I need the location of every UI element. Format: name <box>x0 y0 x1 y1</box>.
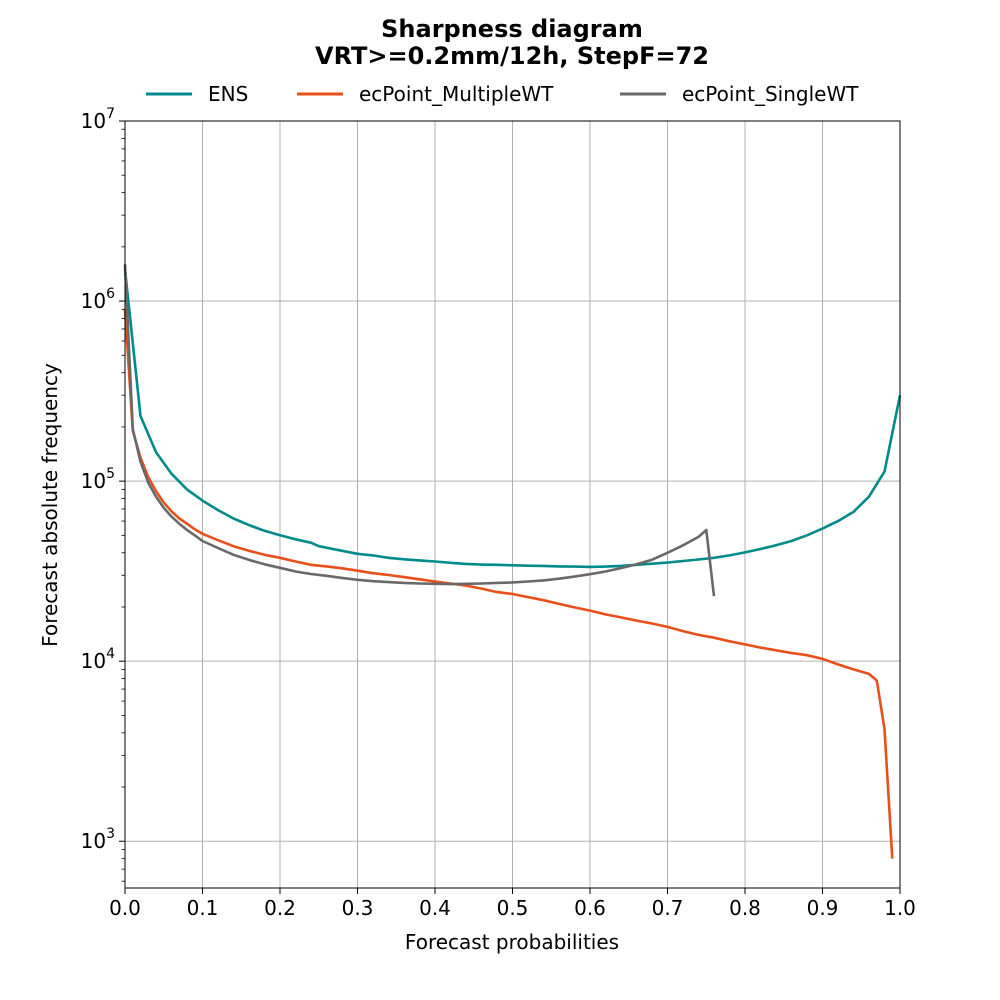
x-tick-label: 1.0 <box>884 896 916 920</box>
legend-label: ecPoint_MultipleWT <box>359 82 554 106</box>
x-tick-label: 0.5 <box>497 896 529 920</box>
x-tick-label: 0.4 <box>419 896 451 920</box>
y-tick-label: 106 <box>81 286 115 313</box>
y-tick-label: 103 <box>81 826 115 853</box>
series-line-ens <box>123 269 902 569</box>
legend-label: ENS <box>208 82 248 106</box>
axis-ticks: 0.0 0.1 0.2 0.3 0.4 0.5 0.6 0.7 0.8 0.9 1.0 103 104 1… <box>81 106 916 920</box>
legend-label: ecPoint_SingleWT <box>682 82 859 106</box>
x-tick-label: 0.3 <box>342 896 374 920</box>
y-axis-label: Forecast absolute frequency <box>38 363 62 647</box>
x-axis-label: Forecast probabilities <box>405 930 619 954</box>
legend: ENS ecPoint_MultipleWT ecPoint_SingleWT <box>146 82 859 106</box>
y-tick-label: 107 <box>81 106 115 133</box>
x-tick-label: 0.6 <box>574 896 606 920</box>
grid <box>124 120 901 888</box>
x-tick-label: 0.2 <box>264 896 296 920</box>
x-tick-label: 0.1 <box>187 896 219 920</box>
x-tick-label: 0.8 <box>729 896 761 920</box>
y-tick-label: 104 <box>81 646 115 673</box>
series-lines <box>123 264 902 859</box>
y-tick-label: 105 <box>81 466 115 493</box>
x-tick-label: 0.0 <box>109 896 141 920</box>
x-tick-label: 0.9 <box>807 896 839 920</box>
chart-title-line1: Sharpness diagram <box>381 15 643 43</box>
series-line-ecpoint-singlewt <box>123 264 716 597</box>
chart-title-line2: VRT>=0.2mm/12h, StepF=72 <box>315 42 709 70</box>
x-tick-label: 0.7 <box>652 896 684 920</box>
series-line-ecpoint-multiplewt <box>123 309 894 859</box>
